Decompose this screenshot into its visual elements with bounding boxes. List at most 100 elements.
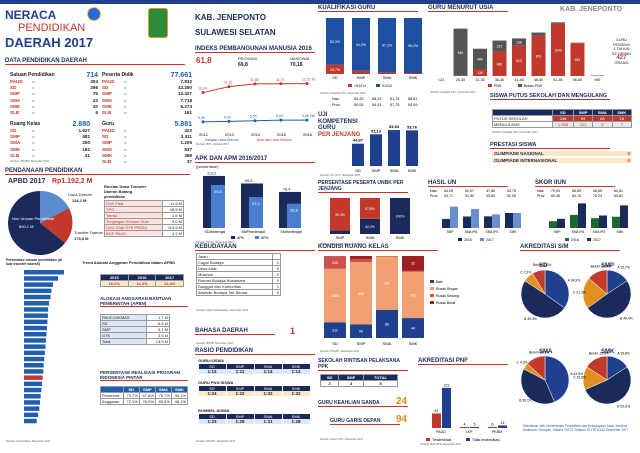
grouped-bar <box>599 215 607 228</box>
apk-title: APK DAN APM 2016/2017 <box>195 156 315 163</box>
grouped-bar <box>549 221 557 228</box>
guru-usia-title: GURU MENURUT USIA <box>428 5 508 12</box>
x-tick: SD/sederajat <box>205 230 226 234</box>
transfer-label: Transfer Daerah <box>74 230 103 235</box>
guru-usia-source: Sumber: Dapodik GTK, November 2017 <box>430 91 476 94</box>
ipm-prov-label: PROVINSI <box>238 56 258 61</box>
legend-label: Rusak Ringan <box>436 287 458 291</box>
pnf-bar-label: 4 <box>464 423 466 427</box>
ranking-bar <box>24 369 44 374</box>
pie-slice-label: A 15,8% <box>617 352 630 356</box>
bar-label: 90,4% <box>335 213 345 217</box>
pie-title: SMK <box>601 349 615 355</box>
kondisi-bar-label: 102 <box>410 293 416 297</box>
stat-item-smp: SMP = 581 <box>10 134 90 140</box>
skor-iiun-chart: Nas. 70,93 66,89 66,65 62,61 Prov. 60,45 60,15 7… <box>537 189 628 242</box>
ipm-x-tick: 2013 <box>225 132 235 137</box>
kondisi-bar-label: 32 <box>411 262 415 266</box>
usia-bar <box>551 23 565 76</box>
pie-slice <box>586 355 608 381</box>
non-urusan-label: Non Urusan Pendidikan <box>12 216 54 221</box>
prestasi-row: OLIMPIADE INTERNASIONAL 0 <box>492 158 632 163</box>
table-row: DAU (Gaji GTK PNSD) 113,5 M <box>104 224 185 231</box>
table-row: Tunjangan Khusus Guru 0,0 M <box>104 218 185 225</box>
apbd-label: APBD 2017 <box>8 178 46 185</box>
x-tick: 46-50 <box>534 78 543 82</box>
bar-segment <box>390 198 410 234</box>
x-tick: SMA IPA <box>465 230 478 234</box>
bantuan-title: ALOKASI ANGGARAN BANTUAN PEMERINTAH (APB… <box>100 296 188 307</box>
apk-bar-label: 52,8 <box>290 209 297 213</box>
usia-bar-label: 803 <box>536 54 542 58</box>
uji-row-value: 61,74 <box>390 97 400 101</box>
bar-segment <box>326 18 344 65</box>
kualifikasi-bar-chart: 16,7% 83,3% SD 94,2% SMP 97,2% SMA 98,2% SMK <S1/… <box>326 18 422 88</box>
uji-row-label: Prov. <box>332 103 341 107</box>
ipm-point <box>305 82 309 86</box>
usia-bar-label: 139 <box>477 71 483 75</box>
stat-item-paud: PAUD = 304 <box>10 79 98 84</box>
kondisi-bar-segment <box>324 322 346 338</box>
garis-depan-value: 94 <box>396 414 408 425</box>
stat-item-sd: SD = 3.311 <box>102 134 192 140</box>
data-pendidikan-source: Sumber: PDSPK, November 2017 <box>10 160 50 163</box>
stat-item-slb: SLB = 161 <box>102 110 192 116</box>
x-tick: SMA IPA <box>572 230 585 234</box>
apk-bar-label: 96,8 <box>245 179 252 183</box>
x-tick: SMA <box>383 75 392 80</box>
pie-transfer-daerah <box>40 208 73 243</box>
ruang-total: 2.880 <box>72 121 90 128</box>
kondisi-bar-segment <box>324 256 346 269</box>
x-tick: SMK <box>409 75 418 80</box>
kondisi-bar-label: 442 <box>358 292 364 296</box>
legend-swatch <box>587 238 591 241</box>
pie-slice-label: A 15,7% <box>617 266 630 270</box>
legend-label: Rusak Sedang <box>436 294 459 298</box>
row-label: Prov. <box>430 194 438 198</box>
usia-bar-label: 488 <box>497 62 503 66</box>
pie-slice-label: C 15,8% <box>573 376 586 380</box>
akreditasi-pies: SDA 34,9%B 49,3%C 7,2%Belum 8,6% SMP A 15,… <box>516 263 632 408</box>
bahasa-value: 1 <box>290 326 296 336</box>
row-label: Prov. <box>537 194 545 198</box>
pnf-bar-label: 81 <box>435 409 439 413</box>
row-value: 52,07 <box>465 189 474 193</box>
bar-segment <box>330 230 350 234</box>
legend-label: Terakreditasi <box>432 438 451 442</box>
kondisi-bar-chart: 311 1064 248 SD 96 442 SMP 86 162 SMA 44 102 32 SMK Ba… <box>324 256 459 346</box>
rincian-title: Rincian Dana Transfer Daerah Bidang pend… <box>104 184 147 199</box>
ranking-bar <box>24 412 39 418</box>
stat-item-smk: SMK = 5.273 <box>102 103 192 109</box>
ipm-legend-1: Harapan Lama Sekolah <box>205 138 239 142</box>
uji-row-value: 50,05 <box>354 103 364 107</box>
usia-bar-label: 1042 <box>554 48 562 52</box>
bar-segment <box>352 70 370 74</box>
ranking-bar <box>24 356 45 362</box>
ranking-bar <box>24 301 50 306</box>
row-value: 47,85 <box>486 189 495 193</box>
bar-segment <box>352 18 370 71</box>
legend-label: Rusak Berat <box>436 301 455 305</box>
kondisi-bar-segment <box>402 271 424 319</box>
grouped-bar <box>505 212 513 228</box>
grouped-bar <box>591 218 599 228</box>
stat-item-smk: SMK = 20 <box>10 103 98 109</box>
pnf-bar <box>498 425 507 428</box>
apk-bar <box>249 197 263 228</box>
row-value: 70,24 <box>593 194 602 198</box>
kemdikbud-logo <box>87 7 101 21</box>
rincian-table: DAK Fisik 11,5 M TPG 45,5 M Tamsil 1,6 M Tunja… <box>104 200 185 237</box>
legend-swatch <box>376 84 380 87</box>
pie-title: SMP <box>601 263 614 269</box>
kondisi-bar-segment <box>402 318 424 338</box>
uji-row-value: 54,93 <box>408 103 418 107</box>
kualifikasi-title: KUALIFIKASI GURU <box>318 5 418 12</box>
ranking-bar <box>24 288 52 294</box>
ipm-point-label: 11,22 <box>224 81 233 85</box>
grouped-bar <box>484 216 492 228</box>
x-tick: SMP <box>336 235 345 240</box>
pie-slice <box>544 355 570 403</box>
row-value: 54,71 <box>444 194 453 198</box>
uji-title: UJI KOMPETENSI GURU PER JENJANG <box>318 112 361 138</box>
rasio-title: RASIO PENDIDIKAN <box>195 348 315 355</box>
